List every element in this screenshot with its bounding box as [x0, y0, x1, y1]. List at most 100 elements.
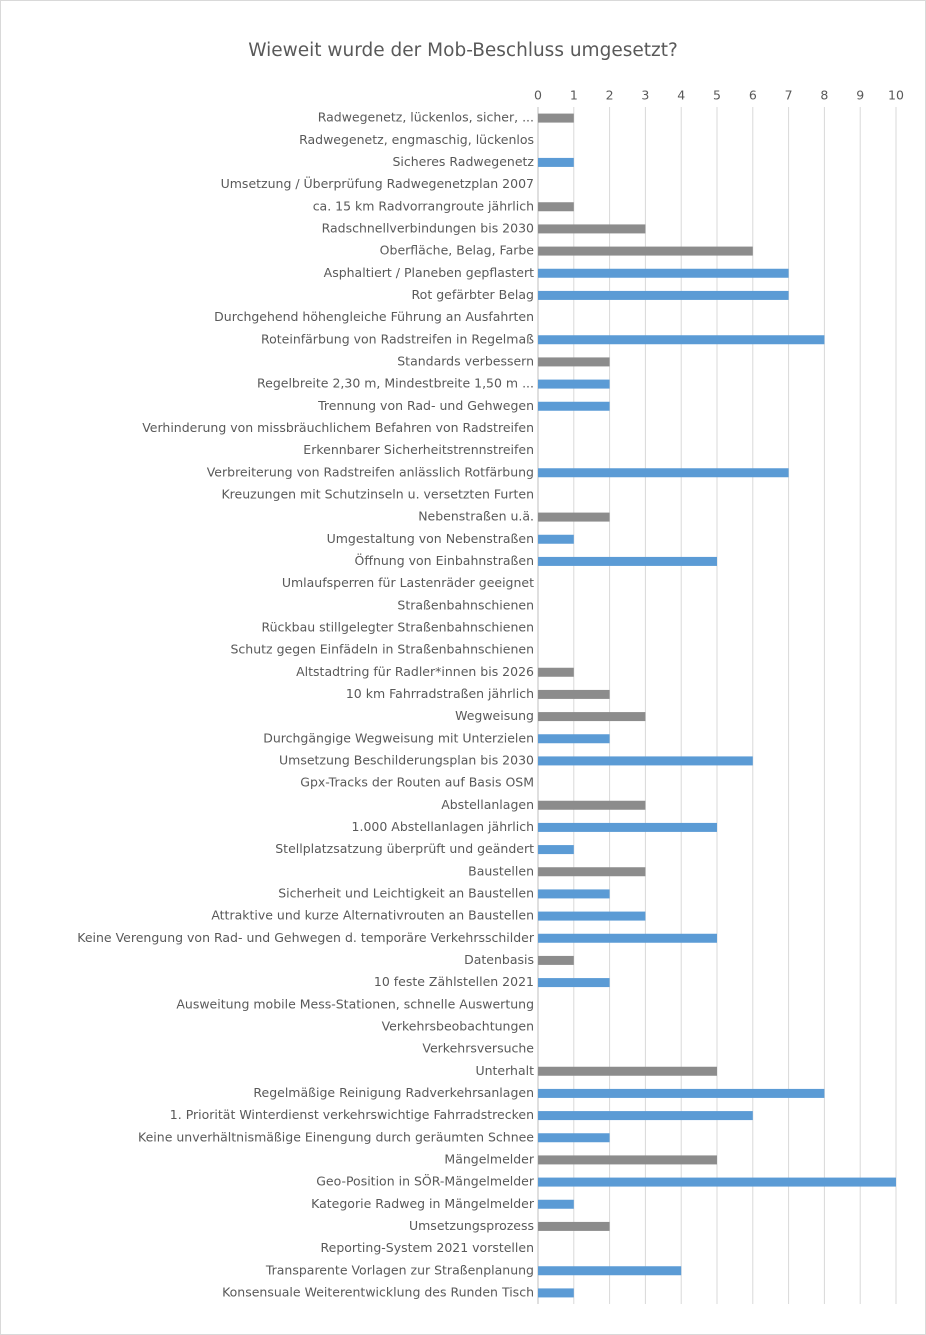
bar: [538, 1111, 753, 1121]
bar: [538, 202, 574, 212]
bar: [538, 1177, 896, 1187]
bar: [538, 1266, 682, 1276]
bar: [538, 556, 717, 566]
x-tick-label: 8: [820, 88, 828, 103]
bar: [538, 268, 789, 278]
y-tick-label: Umsetzungsprozess: [409, 1218, 534, 1233]
y-tick-label: Transparente Vorlagen zur Straßenplanung: [265, 1262, 534, 1277]
y-tick-label: Kreuzungen mit Schutzinseln u. versetzte…: [221, 486, 534, 501]
x-tick-label: 10: [888, 88, 904, 103]
bar: [538, 978, 610, 988]
y-tick-label: Regelbreite 2,30 m, Mindestbreite 1,50 m…: [257, 376, 534, 391]
bar: [538, 800, 646, 810]
bar: [538, 534, 574, 544]
y-tick-label: Gpx-Tracks der Routen auf Basis OSM: [300, 775, 534, 790]
bar: [538, 845, 574, 855]
y-tick-label: Reporting-System 2021 vorstellen: [321, 1240, 535, 1255]
y-tick-label: Asphaltiert / Planeben gepflastert: [324, 265, 534, 280]
x-tick-label: 7: [785, 88, 793, 103]
y-tick-label: Oberfläche, Belag, Farbe: [380, 243, 535, 258]
y-tick-label: Straßenbahnschienen: [397, 597, 534, 612]
bar: [538, 756, 753, 766]
y-tick-label: Ausweitung mobile Mess-Stationen, schnel…: [176, 996, 534, 1011]
y-tick-label: Mängelmelder: [444, 1151, 534, 1166]
y-tick-label: 1. Priorität Winterdienst verkehrswichti…: [170, 1107, 534, 1122]
y-tick-label: Geo-Position in SÖR-Mängelmelder: [316, 1173, 535, 1189]
y-tick-label: Unterhalt: [475, 1063, 534, 1078]
y-tick-label: Rückbau stillgelegter Straßenbahnschiene…: [262, 619, 534, 634]
y-tick-label: Radschnellverbindungen bis 2030: [322, 220, 534, 235]
y-tick-label: Kategorie Radweg in Mängelmelder: [311, 1196, 535, 1211]
y-tick-label: Baustellen: [468, 863, 534, 878]
y-tick-label: Roteinfärbung von Radstreifen in Regelma…: [261, 331, 534, 346]
x-tick-label: 0: [534, 88, 542, 103]
bar: [538, 1088, 825, 1098]
y-tick-label: Wegweisung: [455, 708, 534, 723]
y-tick-label: Keine unverhältnismäßige Einengung durch…: [138, 1129, 534, 1144]
bar: [538, 512, 610, 522]
y-tick-label: Umsetzung Beschilderungsplan bis 2030: [279, 752, 534, 767]
y-tick-label: Erkennbarer Sicherheitstrennstreifen: [303, 442, 534, 457]
y-tick-label: Rot gefärbter Belag: [412, 287, 534, 302]
bar: [538, 822, 717, 832]
y-tick-label: ca. 15 km Radvorrangroute jährlich: [313, 198, 534, 213]
y-tick-label: 10 km Fahrradstraßen jährlich: [346, 686, 534, 701]
x-tick-label: 1: [570, 88, 578, 103]
y-tick-label: Standards verbessern: [397, 353, 534, 368]
x-tick-label: 6: [749, 88, 757, 103]
y-tick-label: Radwegenetz, engmaschig, lückenlos: [299, 132, 534, 147]
bar: [538, 157, 574, 167]
bar: [538, 335, 825, 345]
x-tick-label: 2: [606, 88, 614, 103]
y-tick-label: Stellplatzsatzung überprüft und geändert: [275, 841, 534, 856]
bar: [538, 955, 574, 965]
y-tick-label: Altstadtring für Radler*innen bis 2026: [296, 664, 534, 679]
x-tick-label: 5: [713, 88, 721, 103]
bar: [538, 667, 574, 677]
bar: [538, 867, 646, 877]
y-tick-label: 10 feste Zählstellen 2021: [374, 974, 534, 989]
bar: [538, 911, 646, 921]
y-tick-label: Durchgängige Wegweisung mit Unterzielen: [263, 730, 534, 745]
y-tick-label: Datenbasis: [464, 952, 534, 967]
bar: [538, 1288, 574, 1298]
y-tick-label: Abstellanlagen: [441, 797, 534, 812]
y-tick-label: Öffnung von Einbahnstraßen: [355, 552, 535, 568]
bar: [538, 933, 717, 943]
y-tick-label: Attraktive und kurze Alternativrouten an…: [211, 908, 534, 923]
x-tick-label: 4: [677, 88, 685, 103]
bar: [538, 1133, 610, 1143]
y-tick-label: Nebenstraßen u.ä.: [418, 509, 534, 524]
bar: [538, 1066, 717, 1076]
bar: [538, 734, 610, 744]
bar: [538, 246, 753, 256]
y-tick-label: Radwegenetz, lückenlos, sicher, ...: [318, 110, 534, 125]
y-tick-label: Umsetzung / Überprüfung Radwegenetzplan …: [221, 175, 534, 191]
y-tick-label: 1.000 Abstellanlagen jährlich: [352, 819, 534, 834]
bar: [538, 379, 610, 389]
bar: [538, 1221, 610, 1231]
bar: [538, 113, 574, 123]
y-tick-label: Regelmäßige Reinigung Radverkehrsanlagen: [253, 1085, 534, 1100]
bar: [538, 468, 789, 478]
bar: [538, 290, 789, 300]
bar: [538, 1199, 574, 1209]
chart-title: Wieweit wurde der Mob-Beschluss umgesetz…: [248, 40, 678, 61]
y-tick-label: Keine Verengung von Rad- und Gehwegen d.…: [77, 930, 535, 945]
bar: [538, 889, 610, 899]
y-tick-label: Trennung von Rad- und Gehwegen: [317, 398, 534, 413]
x-tick-label: 3: [641, 88, 649, 103]
bar: [538, 712, 646, 722]
y-tick-label: Verkehrsbeobachtungen: [382, 1018, 534, 1033]
bar: [538, 224, 646, 234]
y-tick-label: Sicherheit und Leichtigkeit an Baustelle…: [278, 885, 534, 900]
x-tick-label: 9: [856, 88, 864, 103]
bar: [538, 689, 610, 699]
y-tick-label: Verbreiterung von Radstreifen anlässlich…: [207, 464, 534, 479]
y-tick-label: Konsensuale Weiterentwicklung des Runden…: [222, 1284, 534, 1299]
y-tick-label: Verkehrsversuche: [422, 1041, 534, 1056]
bar: [538, 401, 610, 411]
y-tick-label: Sicheres Radwegenetz: [392, 154, 534, 169]
